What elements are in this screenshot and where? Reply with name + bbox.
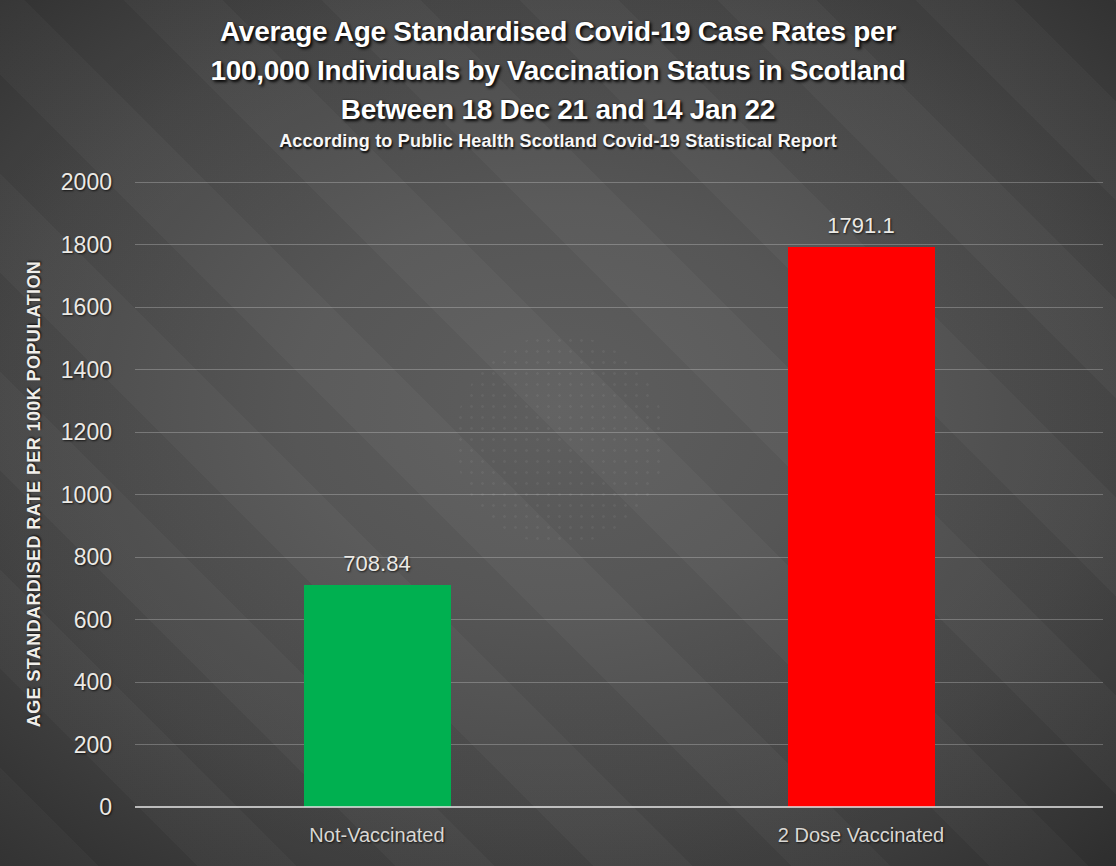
y-tick-label: 2000 <box>0 167 112 197</box>
background-dots-texture <box>455 335 665 545</box>
y-tick-label: 1800 <box>0 230 112 260</box>
y-tick-label: 600 <box>0 605 112 635</box>
y-tick-label: 1400 <box>0 355 112 385</box>
y-tick-label: 1600 <box>0 292 112 322</box>
x-axis-line <box>135 806 1103 808</box>
gridline <box>135 619 1103 620</box>
x-category-label: Not-Vaccinated <box>197 824 557 847</box>
y-tick-label: 1200 <box>0 417 112 447</box>
gridline <box>135 307 1103 308</box>
gridline <box>135 182 1103 183</box>
bar-value-label: 708.84 <box>227 551 527 577</box>
chart-title: Average Age Standardised Covid-19 Case R… <box>0 12 1116 129</box>
gridline <box>135 682 1103 683</box>
bar-not-vaccinated <box>304 585 451 807</box>
y-tick-label: 400 <box>0 667 112 697</box>
y-tick-label: 0 <box>0 792 112 822</box>
gridline <box>135 744 1103 745</box>
bar-2-dose-vaccinated <box>788 247 935 807</box>
gridline <box>135 244 1103 245</box>
y-tick-label: 800 <box>0 542 112 572</box>
chart-title-line: 100,000 Individuals by Vaccination Statu… <box>0 51 1116 90</box>
chart-title-line: Average Age Standardised Covid-19 Case R… <box>0 12 1116 51</box>
gridline <box>135 494 1103 495</box>
gridline <box>135 432 1103 433</box>
chart-title-line: Between 18 Dec 21 and 14 Jan 22 <box>0 90 1116 129</box>
gridline <box>135 369 1103 370</box>
y-tick-label: 200 <box>0 730 112 760</box>
chart-subtitle: According to Public Health Scotland Covi… <box>0 131 1116 152</box>
y-tick-label: 1000 <box>0 480 112 510</box>
bar-value-label: 1791.1 <box>711 213 1011 239</box>
chart-canvas: Average Age Standardised Covid-19 Case R… <box>0 0 1116 866</box>
x-category-label: 2 Dose Vaccinated <box>681 824 1041 847</box>
